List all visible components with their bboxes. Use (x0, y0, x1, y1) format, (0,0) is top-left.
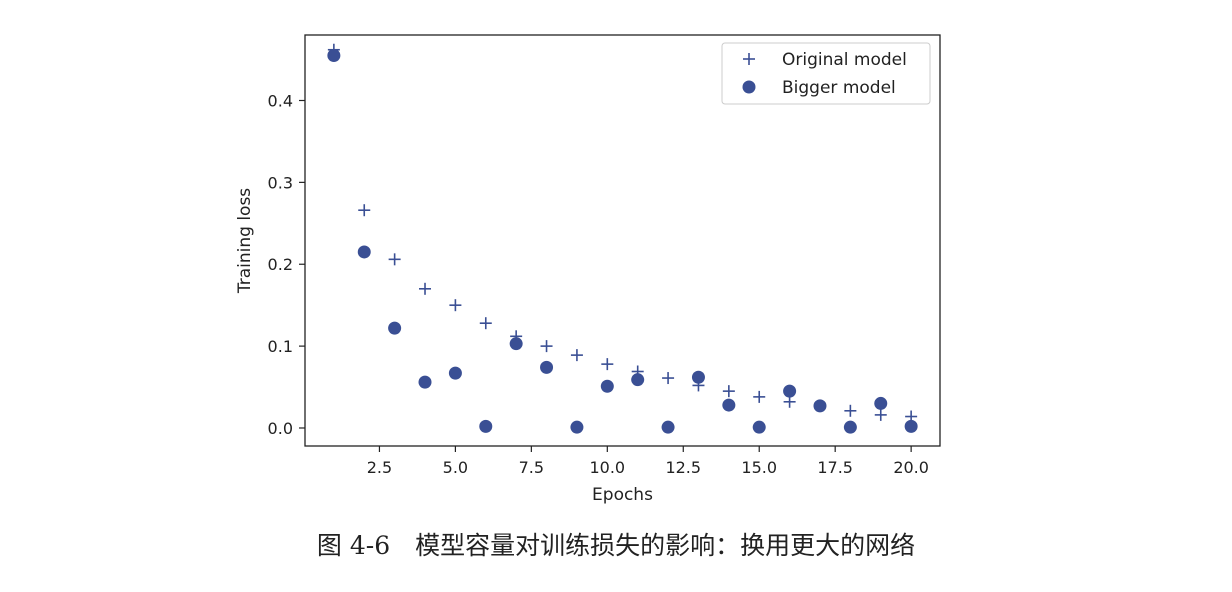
data-point-bigger (448, 366, 462, 380)
data-point-bigger (874, 396, 888, 410)
data-point-original (601, 358, 614, 371)
figure-caption: 图 4-6 模型容量对训练损失的影响：换用更大的网络 (316, 531, 916, 560)
data-point-bigger (783, 384, 797, 398)
data-point-original (753, 390, 766, 403)
x-tick-label: 2.5 (367, 458, 392, 477)
data-point-original (540, 340, 553, 353)
data-point-bigger (661, 420, 675, 434)
data-point-bigger (752, 420, 766, 434)
legend-box (721, 42, 931, 105)
x-tick-label: 10.0 (589, 458, 625, 477)
x-tick-label: 7.5 (519, 458, 544, 477)
data-point-original (479, 317, 492, 330)
data-point-original (358, 204, 371, 217)
x-tick-label: 17.5 (817, 458, 853, 477)
data-point-bigger (843, 420, 857, 434)
data-point-original (722, 385, 735, 398)
data-point-bigger (479, 419, 493, 433)
data-point-original (874, 408, 887, 421)
data-point-bigger (357, 245, 371, 259)
data-point-original (449, 299, 462, 312)
y-tick-label: 0.4 (268, 91, 293, 110)
data-point-bigger (904, 419, 918, 433)
data-point-original (844, 404, 857, 417)
data-point-original (419, 282, 432, 295)
legend-circle-mark (742, 80, 756, 94)
data-point-bigger (418, 375, 432, 389)
y-tick-label: 0.1 (268, 337, 293, 356)
data-point-bigger (509, 337, 523, 351)
data-point-bigger (540, 360, 554, 374)
data-point-bigger (813, 399, 827, 413)
data-point-original (783, 395, 796, 408)
y-tick-label: 0.3 (268, 173, 293, 192)
x-tick-label: 5.0 (443, 458, 468, 477)
y-axis-label: Training loss (235, 188, 255, 294)
data-point-bigger (388, 321, 402, 335)
x-axis-label: Epochs (592, 485, 653, 505)
data-point-bigger (722, 398, 736, 412)
data-point-original (662, 372, 675, 385)
x-tick-label: 15.0 (741, 458, 777, 477)
legend-marker-bigger (742, 80, 756, 94)
y-tick-label: 0.2 (268, 255, 293, 274)
legend: Original model Bigger model (721, 42, 931, 105)
legend-label-original: Original model (782, 50, 907, 70)
data-point-bigger (570, 420, 584, 434)
y-tick-label: 0.0 (268, 419, 293, 438)
legend-plus-mark (743, 53, 755, 65)
plot-frame (304, 34, 941, 447)
x-tick-label: 12.5 (665, 458, 701, 477)
data-point-original (388, 253, 401, 266)
plot-area: 2.5 5.0 7.5 10.0 12.5 15.0 17.5 20.0 0.0 0.1 0.2 0.… (268, 34, 941, 477)
data-point-bigger (631, 373, 645, 387)
data-point-bigger (600, 379, 614, 393)
legend-marker-original (743, 53, 755, 65)
data-point-original (570, 349, 583, 362)
x-tick-label: 20.0 (893, 458, 929, 477)
data-point-bigger (327, 48, 341, 62)
data-point-bigger (691, 370, 705, 384)
legend-label-bigger: Bigger model (782, 78, 896, 98)
